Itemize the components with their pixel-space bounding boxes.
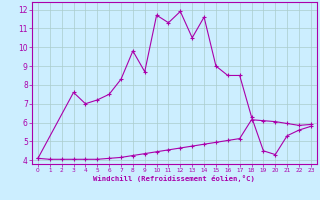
X-axis label: Windchill (Refroidissement éolien,°C): Windchill (Refroidissement éolien,°C) bbox=[93, 175, 255, 182]
